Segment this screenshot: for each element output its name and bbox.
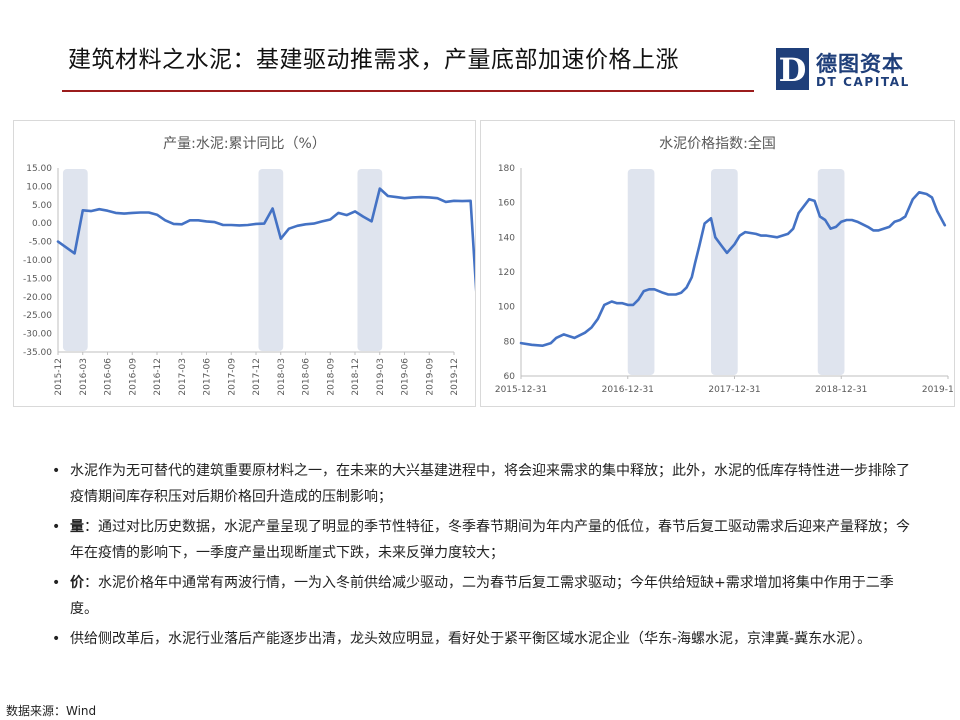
y-tick-label: -10.00 (23, 256, 52, 266)
shaded-band (62, 169, 88, 351)
x-tick-label: 2018-06 (302, 358, 312, 396)
bullet-dot: • (52, 463, 61, 479)
x-tick-label: 2016-09 (128, 358, 138, 396)
series-line (56, 187, 475, 292)
y-tick-label: 15.00 (26, 164, 52, 174)
data-source-note: 数据来源：Wind (6, 704, 97, 718)
x-tick-label: 2018-09 (326, 358, 336, 396)
x-tick-label: 2018-12 (351, 358, 361, 396)
x-tick-label: 2015-12-31 (495, 385, 547, 395)
x-tick-label: 2019-09 (425, 358, 435, 396)
x-tick-label: 2015-12 (54, 358, 64, 396)
y-tick-label: 100 (498, 303, 515, 313)
series-line (519, 191, 947, 347)
x-tick-label: 2016-03 (79, 358, 89, 396)
bullet-item: • 水泥作为无可替代的建筑重要原材料之一，在未来的大兴基建进程中，将会迎来需求的集… (52, 458, 918, 510)
x-tick-label: 2019-12-31 (922, 385, 954, 395)
y-tick-label: 5.00 (32, 201, 52, 211)
logo-mark-icon: D (776, 48, 809, 90)
x-tick-label: 2017-03 (178, 358, 188, 396)
y-tick-label: 10.00 (26, 182, 52, 192)
cement-price-plot: 180 160 140 120 100 80 60 2015-12-31 2016-12-31 2… (495, 164, 954, 395)
y-tick-label: -25.00 (23, 311, 52, 321)
bullet-dot: • (52, 575, 61, 591)
chart-title: 产量:水泥:累计同比（%） (163, 136, 326, 152)
y-tick-label: -5.00 (29, 238, 53, 248)
bullet-dot: • (52, 519, 61, 535)
shaded-band (357, 169, 383, 351)
logo-letter: D (779, 51, 807, 89)
cement-price-chart: 水泥价格指数:全国 180 160 140 120 100 80 60 2015-12-31 2… (480, 120, 955, 407)
y-tick-label: -30.00 (23, 330, 52, 340)
x-tick-label: 2019-12 (450, 358, 460, 396)
bullet-item: • 供给侧改革后，水泥行业落后产能逐步出清，龙头效应明显，看好处于紧平衡区域水泥企… (52, 626, 918, 652)
x-tick-label: 2018-12-31 (815, 385, 867, 395)
x-tick-label: 2018-03 (277, 358, 287, 396)
x-tick-label: 2016-12-31 (602, 385, 654, 395)
cement-output-plot: 15.00 10.00 5.00 0.00 -5.00 -10.00 -15.00 -20.0… (23, 164, 475, 396)
x-tick-label: 2016-12 (153, 358, 163, 396)
x-tick-label: 2017-12 (252, 358, 262, 396)
cement-output-chart: 产量:水泥:累计同比（%） 15.00 10.00 5.00 0.00 -5.00 -10… (13, 120, 476, 407)
x-tick-label: 2019-03 (376, 358, 386, 396)
shaded-band (627, 169, 655, 375)
y-tick-label: 180 (498, 164, 515, 174)
brand-logo: D 德图资本 DT CAPITAL (776, 48, 916, 92)
page-title: 建筑材料之水泥：基建驱动推需求，产量底部加速价格上涨 (68, 47, 679, 73)
bullet-dot: • (52, 631, 61, 647)
y-tick-label: 140 (498, 233, 515, 243)
y-tick-label: -20.00 (23, 293, 52, 303)
x-tick-label: 2017-09 (227, 358, 237, 396)
y-tick-label: 80 (504, 337, 516, 347)
bullet-item: • 价：水泥价格年中通常有两波行情，一为入冬前供给减少驱动，二为春节后复工需求驱动… (52, 570, 918, 622)
shaded-band (817, 169, 845, 375)
y-tick-label: 120 (498, 268, 515, 278)
bullet-item: • 量：通过对比历史数据，水泥产量呈现了明显的季节性特征，冬季春节期间为年内产量的… (52, 514, 918, 566)
y-tick-label: -15.00 (23, 274, 52, 284)
shaded-band (258, 169, 284, 351)
y-tick-label: -35.00 (23, 348, 52, 358)
logo-english-name: DT CAPITAL (816, 75, 910, 89)
y-tick-label: 60 (504, 372, 516, 382)
chart-title: 水泥价格指数:全国 (659, 136, 776, 152)
logo-chinese-name: 德图资本 (816, 52, 904, 76)
x-tick-label: 2019-06 (401, 358, 411, 396)
shaded-band (711, 169, 738, 375)
x-tick-label: 2017-06 (203, 358, 213, 396)
bullet-list: • 水泥作为无可替代的建筑重要原材料之一，在未来的大兴基建进程中，将会迎来需求的集… (52, 458, 918, 656)
y-tick-label: 0.00 (32, 219, 52, 229)
y-tick-label: 160 (498, 199, 515, 209)
x-tick-label: 2017-12-31 (708, 385, 760, 395)
x-tick-label: 2016-06 (104, 358, 114, 396)
title-divider (62, 90, 754, 92)
